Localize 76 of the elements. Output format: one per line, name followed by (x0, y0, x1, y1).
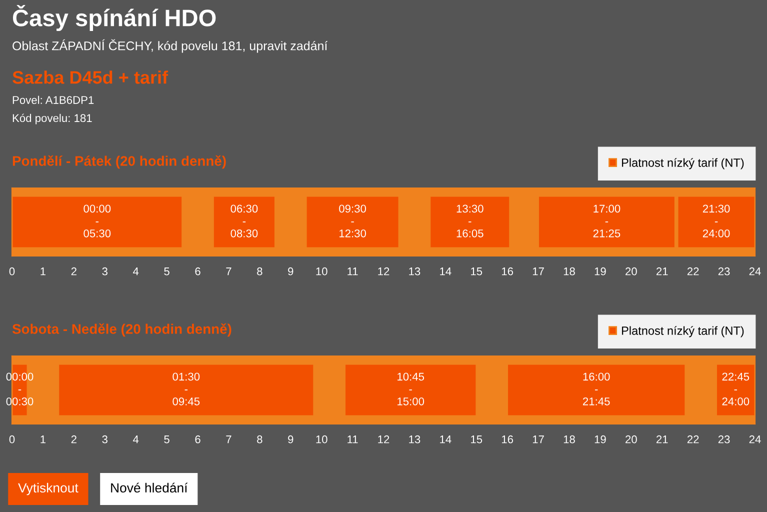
data-label: 06:30 - 08:30 (230, 204, 258, 238)
x-tick-label: 6 (195, 267, 200, 276)
x-tick-label: 14 (440, 268, 452, 276)
x-tick-label: 0 (9, 267, 15, 276)
x-tick-label: 17 (532, 436, 544, 444)
x-tick-label: 7 (226, 436, 232, 444)
x-tick-label: 12 (378, 435, 390, 444)
data-label: 09:30 - 12:30 (339, 204, 366, 238)
x-tick-label: 9 (288, 435, 294, 444)
bar (212, 195, 276, 249)
x-tick-label: 23 (718, 435, 730, 444)
x-tick-label: 19 (594, 267, 606, 276)
bar (506, 363, 686, 417)
x-tick-label: 10 (316, 435, 328, 444)
x-tick-label: 15 (471, 268, 482, 276)
bar (305, 195, 400, 249)
bar (429, 195, 511, 249)
x-tick-label: 3 (102, 435, 108, 444)
x-tick-label: 7 (226, 268, 232, 276)
x-tick-label: 21 (656, 435, 668, 444)
x-tick-label: 8 (257, 435, 262, 444)
data-label: 01:30 - 09:45 (172, 372, 200, 406)
x-tick-label: 18 (564, 267, 575, 276)
x-tick-label: 9 (288, 267, 294, 276)
x-tick-label: 22 (687, 435, 699, 444)
x-tick-label: 11 (348, 436, 358, 444)
x-tick-label: 13 (409, 435, 420, 444)
x-tick-label: 22 (687, 267, 699, 276)
x-tick-label: 2 (71, 267, 76, 276)
x-tick-label: 8 (257, 267, 262, 276)
x-tick-label: 13 (409, 267, 420, 276)
chart-title: Sobota - Neděle (20 hodin denně) (12, 323, 232, 337)
x-tick-label: 2 (71, 435, 76, 444)
data-label: 13:30 - 16:05 (456, 204, 484, 238)
x-tick-label: 24 (749, 267, 761, 276)
x-tick-label: 23 (718, 267, 730, 276)
x-tick-label: 10 (316, 267, 328, 276)
text: Sazba D45d + tarif (12, 70, 168, 84)
data-label: 00:00 - 05:30 (84, 204, 111, 238)
x-tick-label: 17 (532, 268, 544, 276)
chart-title: Pondělí - Pátek (20 hodin denně) (12, 155, 226, 169)
x-tick-label: 4 (133, 268, 139, 276)
x-tick-label: 12 (378, 267, 390, 276)
data-label: 17:00 - 21:25 (593, 204, 620, 238)
x-tick-label: 16 (502, 435, 514, 444)
data-label: 22:45 - 24:00 (722, 372, 750, 406)
text: Nové hledání (111, 482, 188, 493)
text: Oblast ZÁPADNÍ ČECHY, kód povelu 181, upravit zadání (12, 39, 328, 53)
data-label: 21:30 - 24:00 (702, 204, 730, 238)
x-tick-label: 6 (195, 435, 200, 444)
data-label: 16:00 - 21:45 (582, 372, 610, 406)
bar (344, 363, 478, 417)
data-label: 10:45 - 15:00 (398, 372, 424, 406)
x-tick-label: 3 (102, 267, 108, 276)
text: Časy spínání HDO (12, 4, 216, 32)
legend-label: Platnost nízký tarif (NT) (622, 158, 744, 170)
x-tick-label: 24 (749, 435, 761, 444)
x-tick-label: 4 (133, 436, 139, 444)
x-tick-label: 14 (440, 436, 452, 444)
text: Vytisknout (18, 482, 78, 496)
x-tick-label: 1 (40, 268, 46, 276)
x-tick-label: 21 (656, 267, 668, 276)
x-tick-label: 1 (40, 436, 46, 444)
x-tick-label: 11 (348, 268, 358, 276)
x-tick-label: 5 (164, 268, 170, 276)
legend-label: Platnost nízký tarif (NT) (622, 326, 744, 338)
x-tick-label: 0 (9, 435, 15, 444)
x-tick-label: 18 (564, 435, 575, 444)
x-tick-label: 19 (594, 435, 606, 444)
text: Kód povelu: 181 (12, 114, 92, 124)
x-tick-label: 16 (502, 267, 514, 276)
x-tick-label: 20 (626, 435, 637, 444)
x-tick-label: 15 (471, 436, 482, 444)
x-tick-label: 5 (164, 436, 170, 444)
x-tick-label: 20 (626, 267, 637, 276)
text: Povel: A1B6DP1 (12, 96, 94, 104)
